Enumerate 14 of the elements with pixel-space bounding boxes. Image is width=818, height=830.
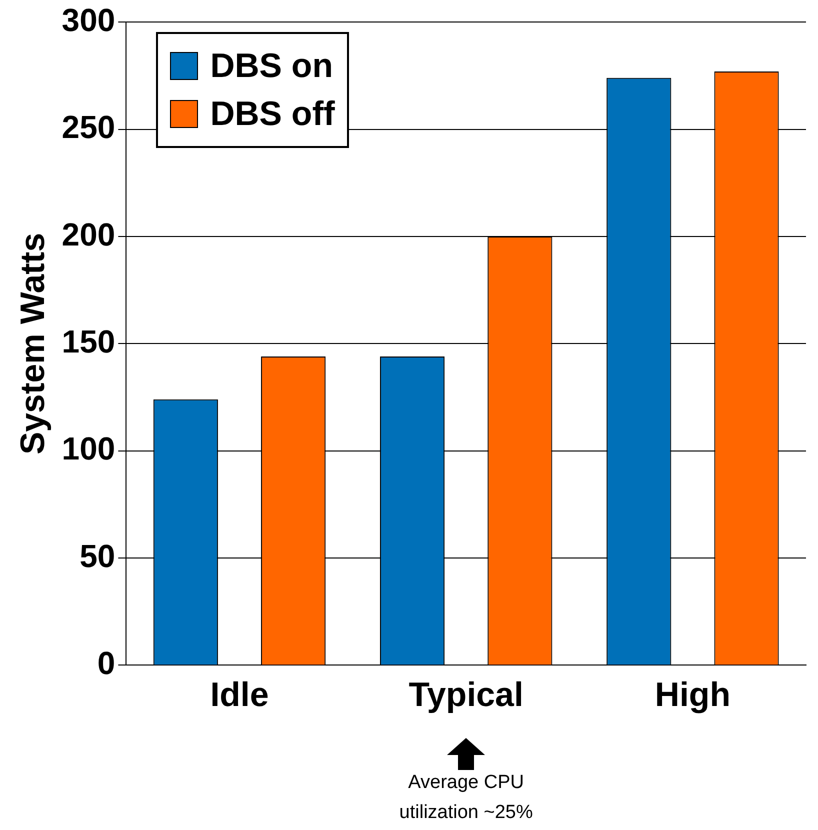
y-axis-title: System Watts xyxy=(14,232,52,455)
y-tick-label: 300 xyxy=(62,2,116,38)
x-tick-label: High xyxy=(654,676,730,714)
legend-label: DBS on xyxy=(209,46,334,87)
y-tick-label: 50 xyxy=(80,538,116,574)
legend-label: DBS off xyxy=(209,94,335,135)
y-tick-label: 250 xyxy=(62,109,116,146)
y-tick-label: 100 xyxy=(62,430,116,467)
y-tick-label: 200 xyxy=(62,216,116,252)
y-tick-label: 150 xyxy=(62,324,116,360)
x-tick-label: Idle xyxy=(210,676,269,714)
text: Average CPU utilization ~25% xyxy=(398,771,534,825)
x-tick-label: Typical xyxy=(408,676,524,714)
y-tick-label: 0 xyxy=(97,645,116,682)
